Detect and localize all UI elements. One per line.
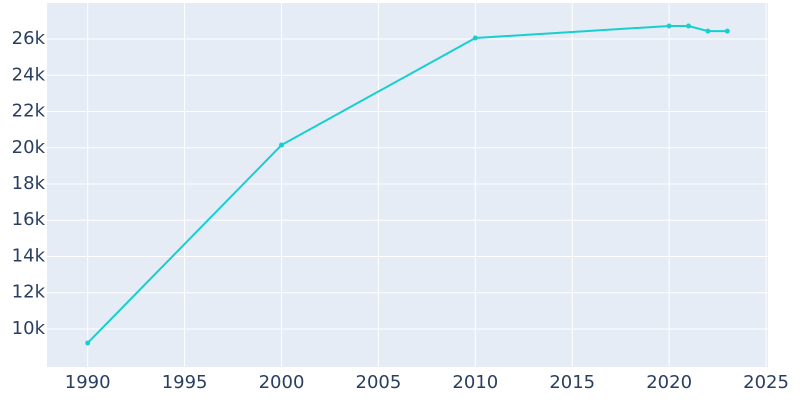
y-tick-label: 10k xyxy=(12,318,46,339)
y-tick-label: 24k xyxy=(12,64,46,85)
point xyxy=(472,35,478,41)
y-tick-label: 22k xyxy=(12,101,46,122)
x-tick-label: 2005 xyxy=(356,372,402,393)
x-tick-label: 2025 xyxy=(743,372,789,393)
y-tick-label: 18k xyxy=(12,173,46,194)
x-tick-label: 1990 xyxy=(65,372,111,393)
x-tick-label: 2010 xyxy=(452,372,498,393)
y-tick-label: 20k xyxy=(12,137,46,158)
point xyxy=(666,23,672,29)
x-tick-label: 1995 xyxy=(162,372,208,393)
x-tick-label: 2015 xyxy=(549,372,595,393)
plot-area xyxy=(47,3,768,367)
x-tick-label: 2020 xyxy=(646,372,692,393)
y-tick-label: 14k xyxy=(12,245,46,266)
point xyxy=(686,23,692,29)
x-tick-label: 2000 xyxy=(259,372,305,393)
point xyxy=(705,28,711,34)
point xyxy=(724,28,730,34)
y-tick-label: 12k xyxy=(12,282,46,303)
y-tick-label: 26k xyxy=(12,28,46,49)
point xyxy=(85,340,91,346)
point xyxy=(279,142,285,148)
y-tick-label: 16k xyxy=(12,209,46,230)
